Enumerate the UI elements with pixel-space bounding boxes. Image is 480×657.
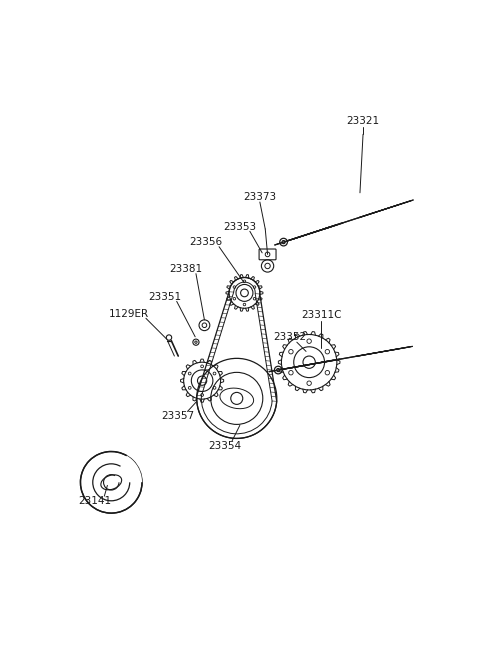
Text: 23141: 23141 [79, 496, 112, 506]
Polygon shape [111, 456, 142, 482]
Polygon shape [279, 361, 327, 370]
Text: 23321: 23321 [347, 116, 380, 126]
Text: 23311C: 23311C [301, 310, 342, 320]
Text: 23351: 23351 [149, 292, 182, 302]
Polygon shape [289, 359, 337, 368]
Text: 23353: 23353 [223, 221, 256, 232]
Text: 1129ER: 1129ER [109, 309, 149, 319]
Text: 23352: 23352 [273, 332, 306, 342]
Polygon shape [294, 223, 341, 238]
Text: 23357: 23357 [162, 411, 195, 421]
Polygon shape [284, 227, 331, 242]
Text: 23381: 23381 [169, 264, 203, 274]
Text: 23373: 23373 [243, 192, 276, 202]
Text: 23354: 23354 [208, 441, 241, 451]
Text: 23356: 23356 [190, 237, 223, 247]
